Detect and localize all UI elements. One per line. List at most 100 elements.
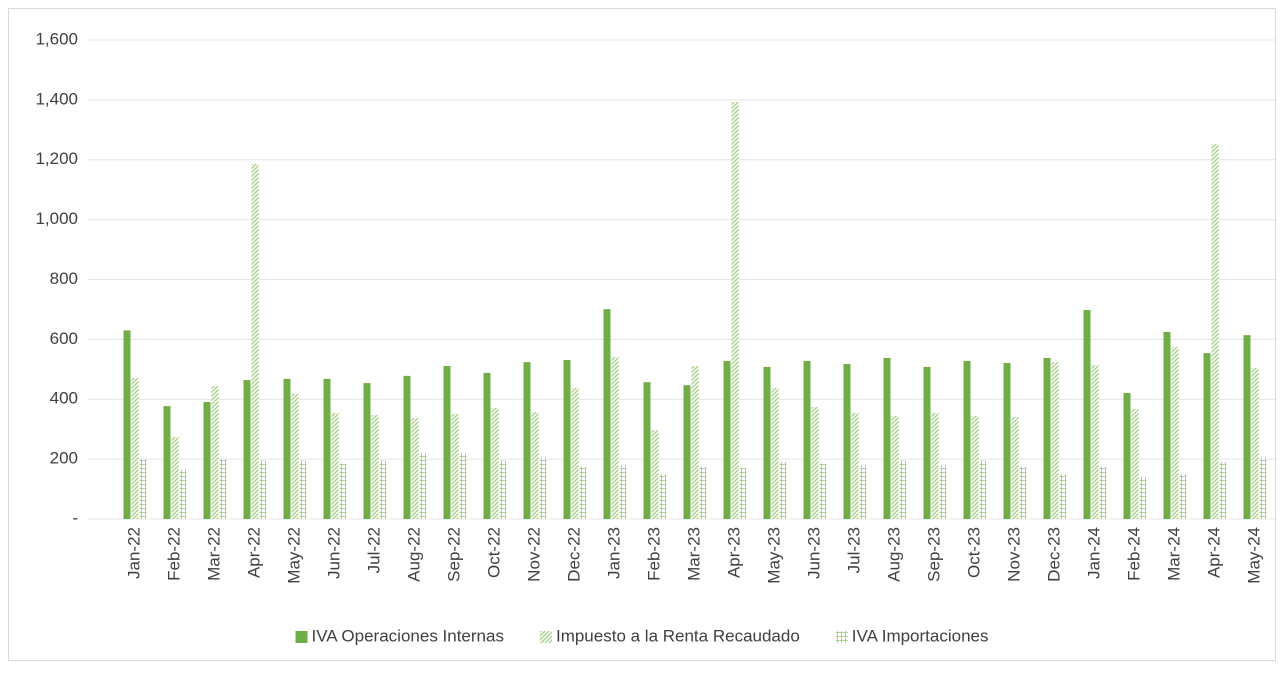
x-tick-label: Jun-22 xyxy=(324,527,343,579)
bar xyxy=(1099,466,1107,519)
x-tick-label: Nov-22 xyxy=(524,527,543,582)
bar xyxy=(971,416,979,519)
bar xyxy=(771,387,779,519)
x-tick-label: Feb-22 xyxy=(164,527,183,581)
legend: IVA Operaciones Internas Impuesto a la Re… xyxy=(295,626,989,645)
bar xyxy=(931,413,939,519)
bar xyxy=(963,360,971,519)
y-tick-label: - xyxy=(72,508,78,527)
bar xyxy=(819,463,827,519)
bar xyxy=(651,430,659,519)
y-tick-label: 400 xyxy=(50,389,78,408)
bar xyxy=(1051,362,1059,519)
bar xyxy=(731,101,739,519)
bar xyxy=(211,386,219,519)
legend-swatch xyxy=(295,631,308,643)
bar xyxy=(643,382,651,519)
legend-swatch xyxy=(835,631,848,643)
bar xyxy=(243,380,251,519)
legend-swatch xyxy=(539,631,552,643)
bar xyxy=(1091,365,1099,519)
bar xyxy=(1211,144,1219,519)
bar xyxy=(1243,335,1251,519)
bar xyxy=(1219,462,1227,519)
bar xyxy=(683,385,691,519)
x-tick-label: Apr-22 xyxy=(244,527,263,578)
x-tick-label: Apr-24 xyxy=(1204,527,1223,578)
bar xyxy=(1043,357,1051,519)
bar xyxy=(371,415,379,519)
x-tick-label: Mar-23 xyxy=(684,527,703,581)
x-tick-label: Oct-22 xyxy=(484,527,503,578)
bar xyxy=(363,383,371,519)
bar xyxy=(171,436,179,519)
bar xyxy=(899,460,907,519)
y-tick-label: 600 xyxy=(50,329,78,348)
bar xyxy=(1019,466,1027,519)
y-tick-label: 1,200 xyxy=(35,149,78,168)
bar xyxy=(1163,331,1171,519)
legend-label: IVA Importaciones xyxy=(852,626,989,645)
bar xyxy=(571,387,579,519)
y-tick-label: 1,400 xyxy=(35,89,78,108)
x-tick-label: Feb-24 xyxy=(1124,527,1143,581)
x-tick-label: Apr-23 xyxy=(724,527,743,578)
x-tick-label: Jul-22 xyxy=(364,527,383,573)
x-tick-label: Mar-22 xyxy=(204,527,223,581)
bar xyxy=(123,330,131,519)
bar xyxy=(579,466,587,519)
bar xyxy=(883,357,891,519)
bar xyxy=(179,469,187,519)
bar xyxy=(1179,474,1187,519)
x-tick-label: Jun-23 xyxy=(804,527,823,579)
x-tick-label: Jan-23 xyxy=(604,527,623,579)
x-tick-label: Jan-22 xyxy=(124,527,143,579)
bar xyxy=(979,460,987,519)
bar xyxy=(491,407,499,519)
bar xyxy=(499,460,507,519)
x-tick-label: Feb-23 xyxy=(644,527,663,581)
bar xyxy=(483,372,491,519)
x-tick-label: Jul-23 xyxy=(844,527,863,573)
y-tick-label: 1,600 xyxy=(35,29,78,48)
bar xyxy=(739,468,747,519)
bar xyxy=(251,163,259,519)
bar xyxy=(531,412,539,519)
bar xyxy=(203,401,211,519)
bar xyxy=(299,460,307,519)
bar xyxy=(891,416,899,519)
bar xyxy=(843,363,851,519)
y-tick-label: 200 xyxy=(50,449,78,468)
bar xyxy=(699,466,707,519)
bar xyxy=(131,377,139,519)
bar xyxy=(403,375,411,519)
bar xyxy=(603,309,611,519)
bar xyxy=(411,418,419,519)
bar xyxy=(1171,347,1179,519)
x-tick-label: May-24 xyxy=(1244,527,1263,584)
bar xyxy=(1059,474,1067,519)
bar xyxy=(611,357,619,519)
x-tick-label: Nov-23 xyxy=(1004,527,1023,582)
bar xyxy=(523,362,531,519)
x-tick-label: Sep-23 xyxy=(924,527,943,582)
bar xyxy=(1123,392,1131,519)
bar xyxy=(763,366,771,519)
bar xyxy=(1139,477,1147,519)
x-tick-label: Dec-22 xyxy=(564,527,583,582)
bar xyxy=(691,366,699,519)
bar xyxy=(803,360,811,519)
bar xyxy=(851,413,859,519)
bar xyxy=(779,462,787,519)
bar xyxy=(259,460,267,519)
x-tick-label: Oct-23 xyxy=(964,527,983,578)
bar xyxy=(451,413,459,519)
x-tick-label: Dec-23 xyxy=(1044,527,1063,582)
bar xyxy=(283,378,291,519)
bar xyxy=(323,378,331,519)
bar xyxy=(539,457,547,519)
bar xyxy=(443,366,451,519)
y-tick-label: 1,000 xyxy=(35,209,78,228)
bar xyxy=(859,465,867,519)
